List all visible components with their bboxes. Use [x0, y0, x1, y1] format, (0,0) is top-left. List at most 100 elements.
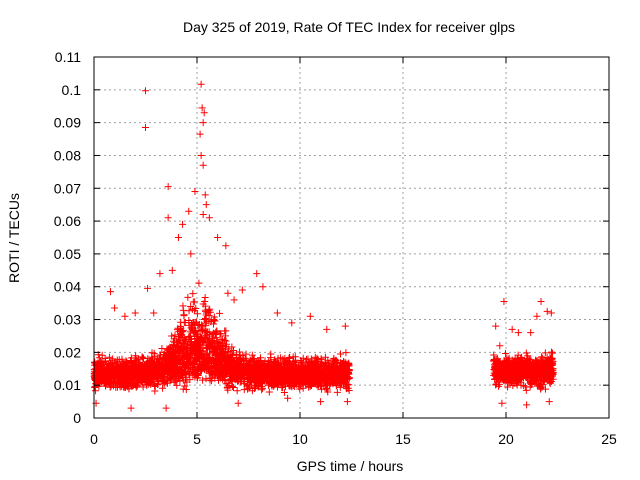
data-point [541, 349, 549, 357]
x-tick-label: 20 [498, 431, 514, 447]
data-point [223, 340, 231, 348]
data-point [206, 374, 214, 382]
data-point [197, 80, 205, 88]
data-point [541, 385, 549, 393]
data-point [180, 311, 188, 319]
data-point [510, 357, 518, 365]
data-point [157, 351, 165, 359]
data-points [90, 80, 557, 412]
data-point [258, 386, 266, 394]
data-point [123, 358, 131, 366]
data-point [143, 369, 151, 377]
data-point [285, 373, 293, 381]
data-point [314, 381, 322, 389]
data-point [179, 327, 187, 335]
data-point [91, 372, 99, 380]
data-point [219, 368, 227, 376]
data-point [217, 349, 225, 357]
data-point [514, 329, 522, 337]
y-tick-label: 0 [73, 410, 81, 426]
data-point [106, 288, 114, 296]
data-point [496, 364, 504, 372]
data-point [240, 386, 248, 394]
data-point [133, 356, 141, 364]
data-point [341, 368, 349, 376]
data-point [92, 376, 100, 384]
data-point [336, 370, 344, 378]
data-point [179, 302, 187, 310]
data-point [229, 384, 237, 392]
y-tick-label: 0.03 [54, 312, 81, 328]
data-point [285, 354, 293, 362]
data-point [317, 398, 325, 406]
data-point [161, 349, 169, 357]
data-point [524, 357, 532, 365]
data-point [170, 343, 178, 351]
data-point [234, 399, 242, 407]
y-axis-label: ROTI / TECUs [6, 193, 22, 283]
data-point [101, 369, 109, 377]
data-point [180, 318, 188, 326]
data-point [248, 356, 256, 364]
data-point [270, 382, 278, 390]
data-point [315, 374, 323, 382]
data-point [160, 373, 168, 381]
data-point [195, 335, 203, 343]
y-tick-label: 0.05 [54, 246, 81, 262]
data-point [512, 378, 520, 386]
data-point [201, 293, 209, 301]
data-point [147, 365, 155, 373]
data-point [258, 373, 266, 381]
x-tick-label: 10 [292, 431, 308, 447]
data-point [181, 340, 189, 348]
data-point [105, 361, 113, 369]
data-point [505, 364, 513, 372]
data-point [527, 329, 535, 337]
data-point [288, 319, 296, 327]
data-point [539, 374, 547, 382]
data-point [504, 373, 512, 381]
data-point [508, 325, 516, 333]
data-point [188, 305, 196, 313]
data-point [526, 379, 534, 387]
x-axis-label: GPS time / hours [297, 458, 404, 474]
data-point [243, 361, 251, 369]
data-point [178, 328, 186, 336]
data-point [179, 385, 187, 393]
data-point [518, 353, 526, 361]
data-point [522, 386, 530, 394]
data-point [318, 385, 326, 393]
data-point [537, 379, 545, 387]
data-point [230, 361, 238, 369]
y-tick-label: 0.11 [55, 49, 81, 65]
data-point [536, 384, 544, 392]
data-point [336, 350, 344, 358]
data-point [152, 369, 160, 377]
data-point [548, 348, 556, 356]
data-point [329, 374, 337, 382]
data-point [118, 364, 126, 372]
data-point [230, 296, 238, 304]
data-point [214, 342, 222, 350]
data-point [159, 384, 167, 392]
chart-title: Day 325 of 2019, Rate Of TEC Index for r… [183, 19, 515, 35]
x-tick-label: 25 [601, 431, 617, 447]
data-point [258, 367, 266, 375]
data-point [121, 384, 129, 392]
data-point [520, 382, 528, 390]
data-point [535, 370, 543, 378]
data-point [533, 312, 541, 320]
data-point [162, 404, 170, 412]
y-tick-label: 0.1 [62, 82, 82, 98]
data-point [314, 362, 322, 370]
data-point [327, 368, 335, 376]
data-point [247, 364, 255, 372]
data-point [299, 373, 307, 381]
data-point [212, 334, 220, 342]
data-point [280, 389, 288, 397]
data-point [199, 327, 207, 335]
data-point [202, 375, 210, 383]
data-point [324, 388, 332, 396]
data-point [95, 363, 103, 371]
